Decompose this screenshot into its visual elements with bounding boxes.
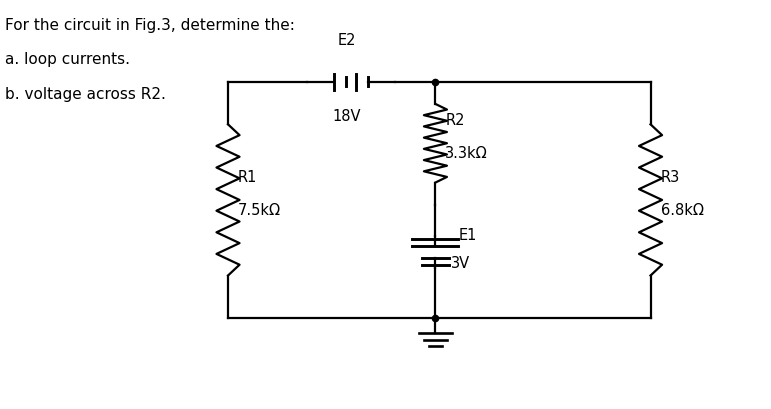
- Text: R1: R1: [238, 169, 258, 184]
- Text: 3V: 3V: [451, 256, 470, 270]
- Text: E2: E2: [338, 33, 356, 48]
- Text: R2: R2: [446, 112, 465, 128]
- Text: 7.5kΩ: 7.5kΩ: [238, 202, 281, 218]
- Text: E1: E1: [459, 227, 476, 242]
- Text: For the circuit in Fig.3, determine the:: For the circuit in Fig.3, determine the:: [5, 18, 295, 33]
- Text: 3.3kΩ: 3.3kΩ: [446, 146, 488, 161]
- Text: 6.8kΩ: 6.8kΩ: [661, 202, 703, 218]
- Text: 18V: 18V: [333, 109, 362, 124]
- Text: a. loop currents.: a. loop currents.: [5, 52, 130, 67]
- Text: b. voltage across R2.: b. voltage across R2.: [5, 87, 166, 102]
- Text: R3: R3: [661, 169, 680, 184]
